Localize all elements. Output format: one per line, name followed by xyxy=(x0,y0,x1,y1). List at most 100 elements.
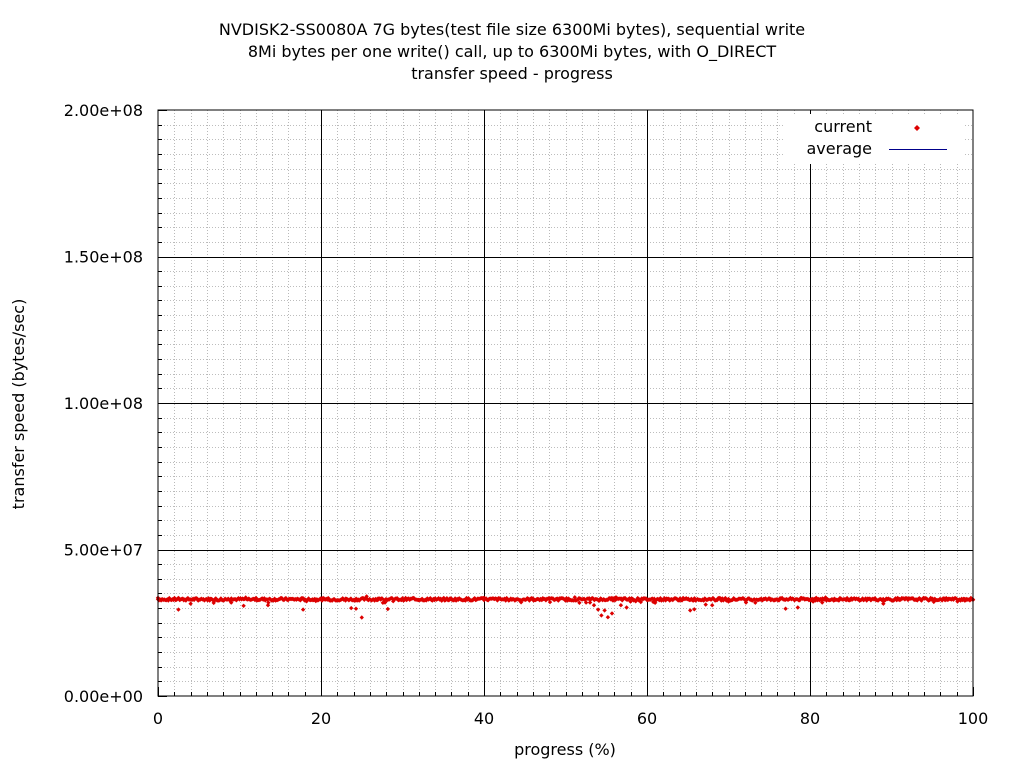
current-point xyxy=(819,598,824,603)
current-point xyxy=(226,596,231,601)
current-point xyxy=(498,596,503,601)
current-point xyxy=(502,596,507,601)
current-point xyxy=(753,600,758,605)
current-point xyxy=(262,596,267,601)
current-point xyxy=(206,596,211,601)
current-point xyxy=(663,598,668,603)
current-point xyxy=(176,607,181,612)
current-point xyxy=(221,598,227,603)
current-point xyxy=(881,601,886,606)
current-point xyxy=(555,596,560,601)
current-point xyxy=(251,596,257,601)
legend: current average xyxy=(785,114,963,164)
y-tick-label: 5.00e+07 xyxy=(64,541,143,560)
chart-title-line-1: NVDISK2-SS0080A 7G bytes(test file size … xyxy=(218,20,806,39)
current-point xyxy=(266,600,271,605)
current-point xyxy=(325,597,330,602)
current-point xyxy=(352,598,358,603)
current-point xyxy=(605,615,611,620)
current-point xyxy=(652,596,657,601)
current-point xyxy=(456,597,461,602)
current-point xyxy=(807,597,813,602)
current-point xyxy=(864,597,870,602)
current-point xyxy=(212,596,218,602)
current-point xyxy=(577,600,582,605)
current-point xyxy=(967,598,973,603)
current-point xyxy=(180,596,185,601)
current-point xyxy=(556,598,561,603)
current-point xyxy=(820,600,825,605)
current-point xyxy=(379,596,385,601)
current-point xyxy=(371,597,376,602)
current-point xyxy=(715,597,720,603)
current-point xyxy=(318,596,324,601)
current-point xyxy=(809,596,815,601)
current-point xyxy=(195,596,200,601)
current-point xyxy=(891,598,896,603)
current-point xyxy=(958,598,963,603)
current-point xyxy=(894,598,899,603)
current-point xyxy=(605,597,610,603)
current-point xyxy=(599,613,604,618)
current-point xyxy=(602,608,607,613)
current-point xyxy=(624,605,629,610)
current-point xyxy=(424,598,429,603)
x-tick-label: 20 xyxy=(311,709,331,728)
current-point xyxy=(844,595,850,601)
current-point xyxy=(776,598,782,603)
current-point xyxy=(581,596,587,601)
current-point xyxy=(391,599,396,604)
current-point xyxy=(718,596,723,601)
current-point xyxy=(547,599,553,605)
x-tick-label: 100 xyxy=(958,709,989,728)
current-point xyxy=(395,596,400,601)
y-tick-labels: 0.00e+00 5.00e+07 1.00e+08 1.50e+08 2.00e+08 xyxy=(64,101,143,706)
current-point xyxy=(530,596,536,601)
current-point xyxy=(818,596,823,602)
current-point xyxy=(446,598,452,603)
current-point xyxy=(514,597,519,602)
current-point xyxy=(364,594,369,599)
current-point xyxy=(721,598,726,603)
current-point xyxy=(204,596,209,602)
current-point xyxy=(538,596,543,602)
current-point xyxy=(432,596,438,601)
current-point xyxy=(689,596,694,601)
y-axis-label: transfer speed (bytes/sec) xyxy=(9,299,28,510)
current-point xyxy=(416,597,421,603)
current-point xyxy=(428,596,433,601)
current-point xyxy=(814,595,819,600)
current-point xyxy=(652,600,658,605)
current-point xyxy=(701,598,706,603)
current-point xyxy=(930,596,935,601)
current-point xyxy=(340,596,345,601)
axis-ticks xyxy=(158,110,974,697)
current-point xyxy=(797,598,802,603)
current-point xyxy=(305,597,310,602)
current-point xyxy=(241,603,246,608)
current-point xyxy=(591,603,597,608)
x-tick-label: 40 xyxy=(474,709,494,728)
current-point xyxy=(636,596,641,602)
current-point xyxy=(810,599,816,604)
minor-grid xyxy=(158,110,973,696)
legend-marker-current xyxy=(914,125,920,131)
current-point xyxy=(726,596,731,602)
current-point xyxy=(946,597,951,602)
current-point xyxy=(688,608,693,613)
current-point xyxy=(637,598,642,603)
x-tick-label: 80 xyxy=(800,709,820,728)
current-point xyxy=(772,597,778,602)
current-point xyxy=(451,598,457,603)
current-point xyxy=(703,602,708,607)
current-point xyxy=(587,596,592,601)
current-point xyxy=(630,596,635,601)
current-point xyxy=(918,597,923,602)
current-point xyxy=(470,598,475,603)
current-point xyxy=(638,599,643,605)
current-point xyxy=(651,599,656,605)
current-point xyxy=(494,596,499,601)
current-point xyxy=(679,598,685,603)
current-point xyxy=(686,596,691,601)
